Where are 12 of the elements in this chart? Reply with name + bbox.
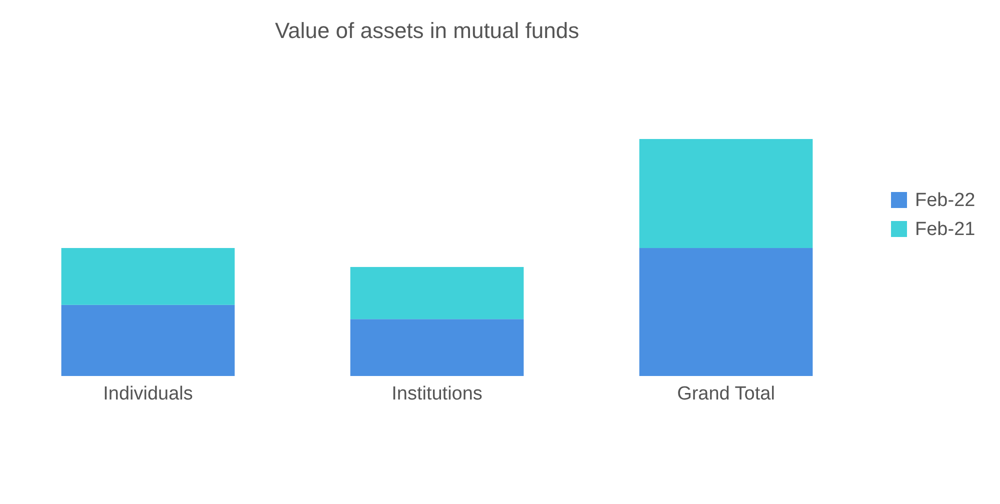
bar [639, 248, 813, 376]
bar [350, 319, 524, 376]
bar [639, 139, 813, 248]
x-tick-label: Institutions [392, 383, 482, 404]
legend-label: Feb-21 [915, 219, 976, 240]
x-tick-label: Individuals [103, 383, 193, 404]
legend-label: Feb-22 [915, 190, 976, 211]
bar [350, 266, 524, 320]
bar [61, 248, 235, 305]
chart-title: Value of assets in mutual funds [275, 18, 580, 43]
x-tick-label: Grand Total [677, 383, 775, 404]
bar [61, 304, 235, 376]
